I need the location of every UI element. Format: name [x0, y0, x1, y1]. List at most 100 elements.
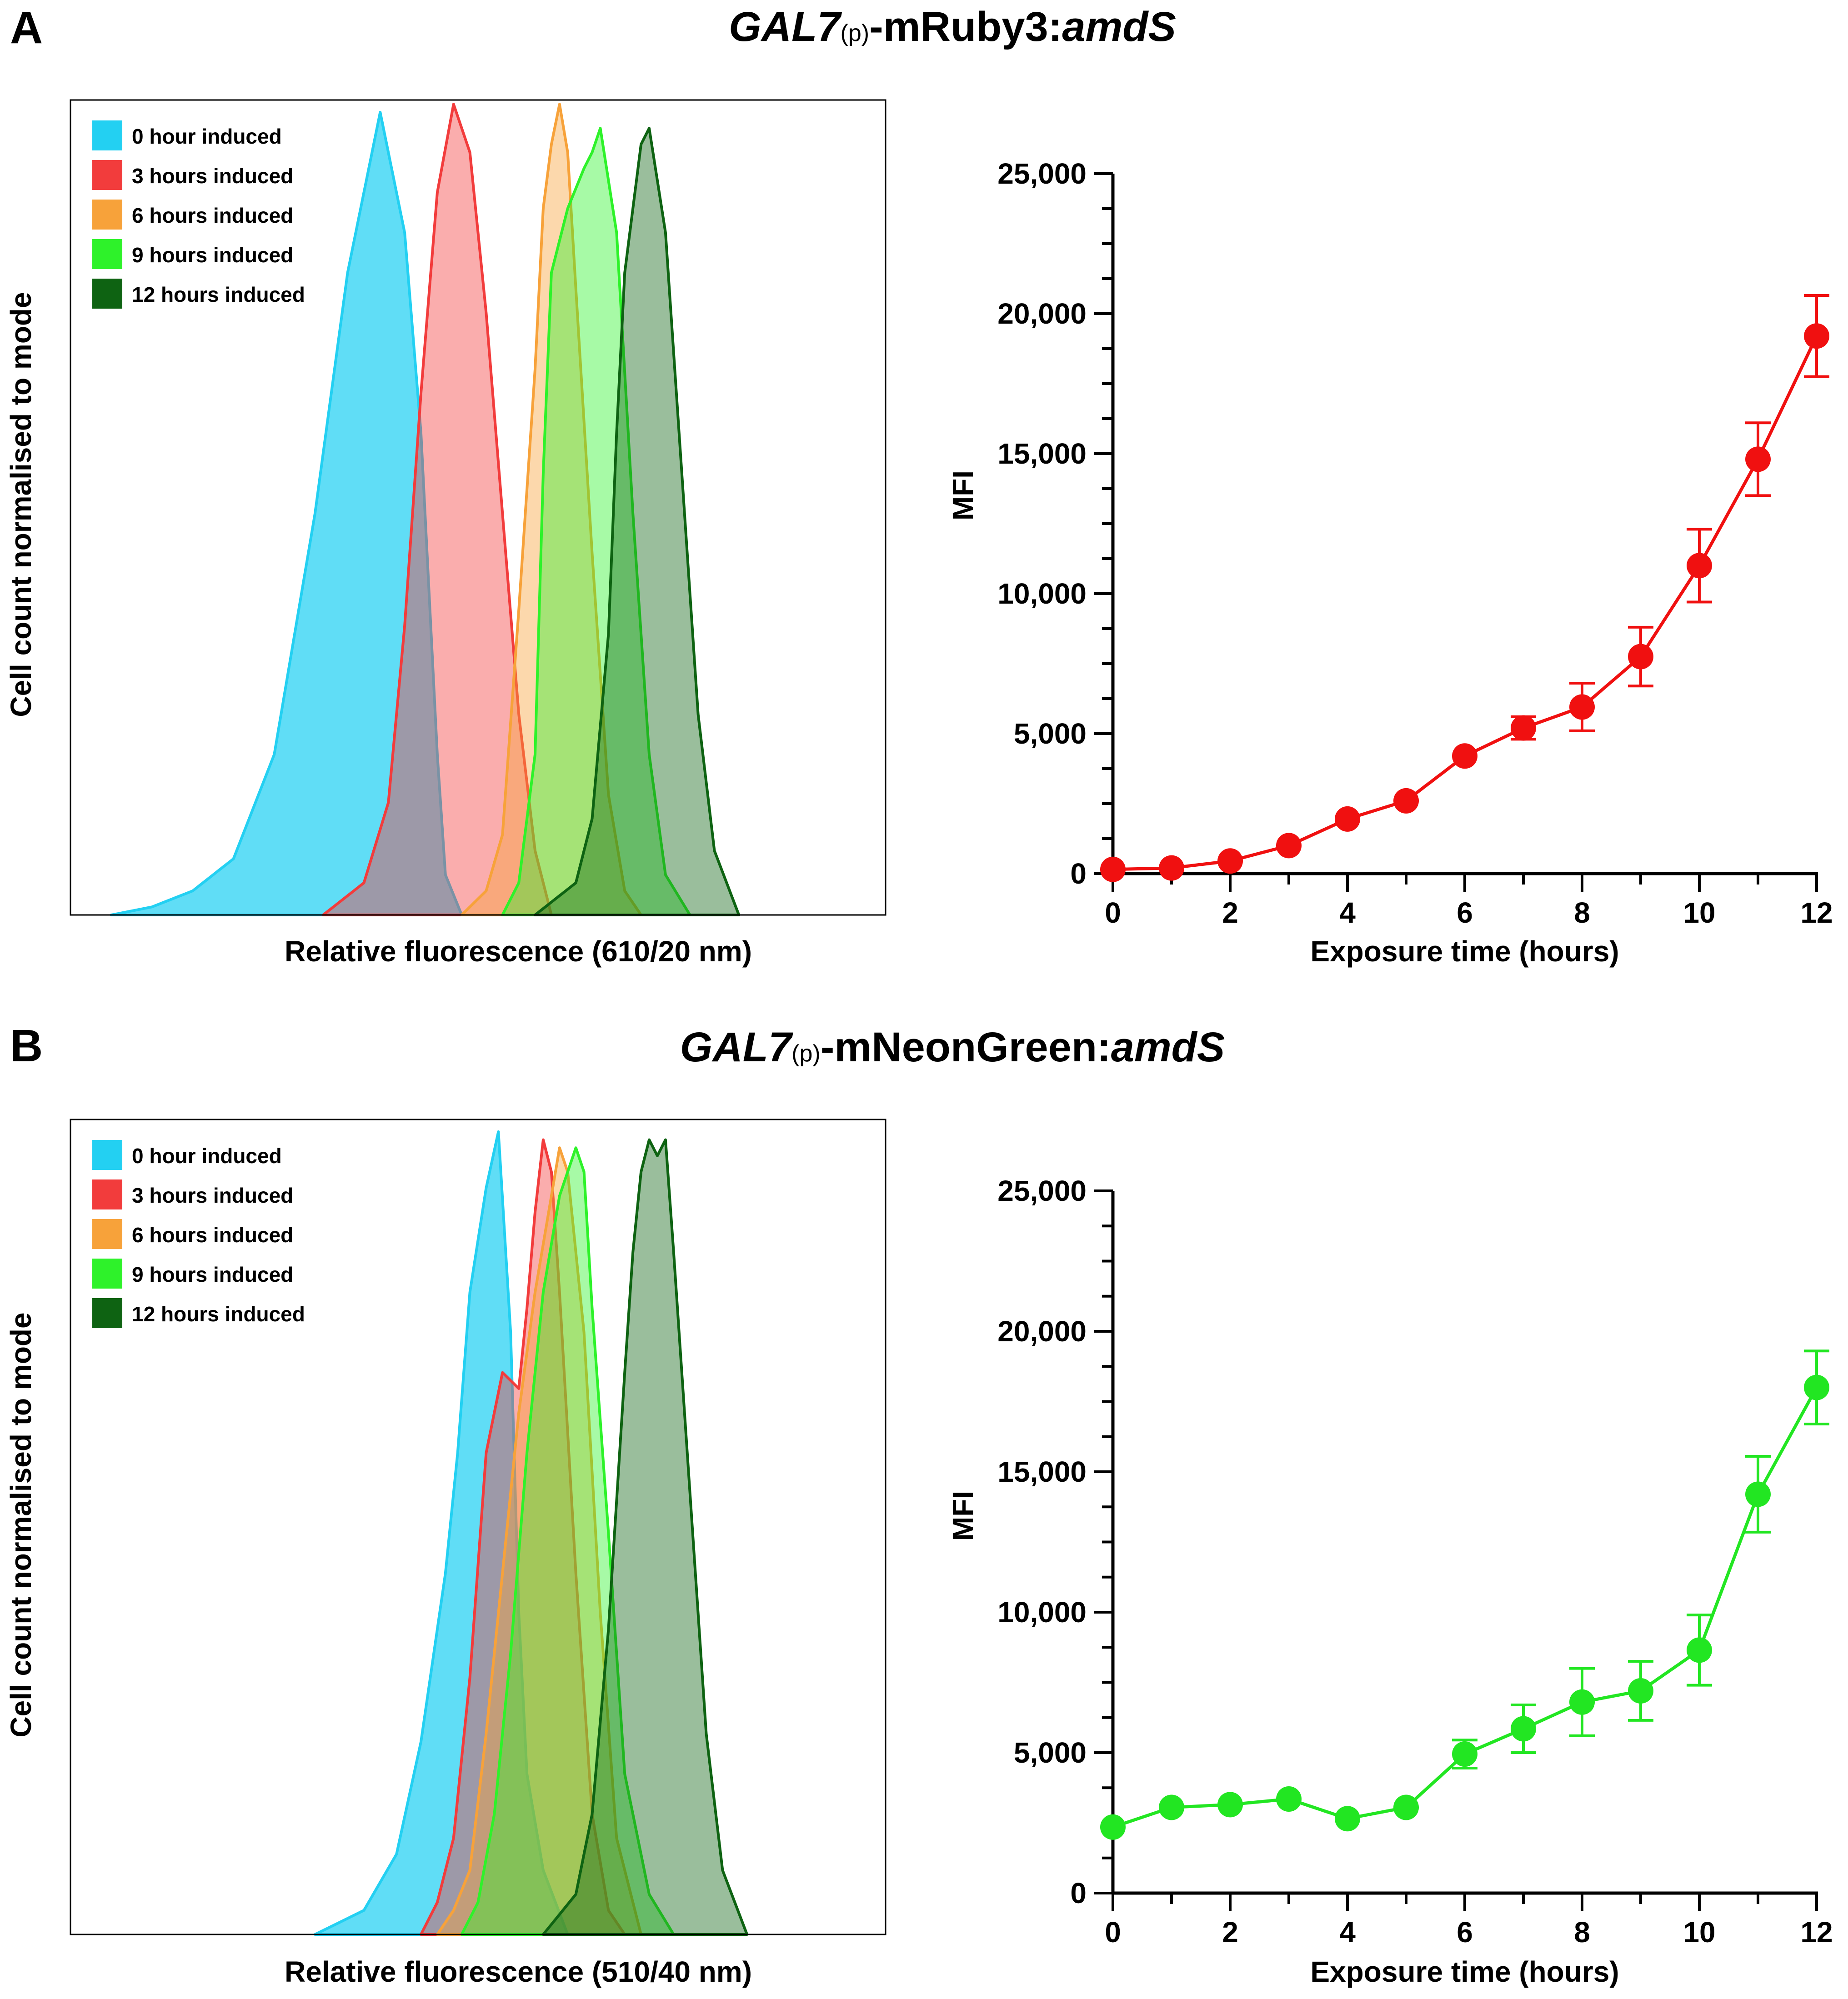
- legend-label-6-hours: 6 hours induced: [132, 1223, 293, 1247]
- y-tick-label: 25,000: [997, 157, 1087, 190]
- legend-swatch-0-hour: [92, 1140, 122, 1170]
- y-tick-label: 0: [1070, 857, 1087, 890]
- x-tick-label: 0: [1105, 1916, 1121, 1949]
- y-tick-label: 0: [1070, 1877, 1087, 1909]
- data-point: [1100, 1814, 1126, 1840]
- y-tick-label: 10,000: [997, 577, 1087, 610]
- data-point: [1745, 1481, 1771, 1507]
- histogram-a-frame: [70, 99, 886, 916]
- data-point: [1511, 715, 1536, 741]
- data-point: [1335, 1806, 1360, 1832]
- title-middle-b: -mNeonGreen:: [821, 1024, 1111, 1070]
- title-sub-a: (p): [841, 20, 870, 46]
- data-point: [1569, 1689, 1595, 1715]
- data-point: [1393, 788, 1419, 814]
- data-point: [1452, 1741, 1477, 1767]
- data-point: [1687, 1637, 1712, 1663]
- x-tick-label: 0: [1105, 896, 1121, 929]
- data-point: [1745, 446, 1771, 472]
- y-tick-label: 10,000: [997, 1596, 1087, 1629]
- y-tick-label: 5,000: [1014, 717, 1087, 750]
- line-chart-b: 0 5,000 10,000 15,000 20,000 25,000 0 2 4 6 8 10 12: [997, 1174, 1833, 1949]
- histogram-b: [70, 1130, 886, 1936]
- histogram-b-xlabel: Relative fluorescence (510/40 nm): [285, 1955, 752, 1988]
- data-point: [1628, 644, 1653, 670]
- x-tick-label: 12: [1800, 1916, 1833, 1949]
- histogram-series-6-hours-induced: [436, 1146, 643, 1936]
- title-gene-a: GAL7: [729, 4, 842, 50]
- histogram-series-0-hour-induced: [313, 1130, 569, 1936]
- y-tick-label: 15,000: [997, 437, 1087, 470]
- title-sub-b: (p): [791, 1040, 821, 1067]
- panel-title-b: GAL7(p)-mNeonGreen:amdS: [680, 1024, 1225, 1070]
- panel-letter-a: A: [10, 2, 43, 53]
- legend-swatch-3-hours: [92, 160, 122, 190]
- data-point: [1217, 1792, 1243, 1818]
- y-tick-label: 15,000: [997, 1455, 1087, 1488]
- data-point: [1804, 323, 1829, 349]
- histogram-series-0-hour-induced: [110, 110, 463, 916]
- legend-swatch-12-hours: [92, 279, 122, 309]
- legend-label-12-hours: 12 hours induced: [132, 1302, 305, 1326]
- legend-swatch-6-hours: [92, 200, 122, 230]
- data-point: [1628, 1678, 1653, 1704]
- histogram-b-ylabel: Cell count normalised to mode: [5, 1312, 37, 1737]
- x-tick-label: 4: [1339, 1916, 1356, 1949]
- data-point: [1100, 856, 1126, 882]
- panel-letter-b: B: [10, 1020, 43, 1071]
- line-b-xlabel: Exposure time (hours): [1310, 1955, 1619, 1988]
- line-b-ylabel: MFI: [947, 1491, 979, 1541]
- panel-title-a: GAL7(p)-mRuby3:amdS: [729, 4, 1176, 50]
- x-tick-label: 10: [1683, 896, 1715, 929]
- x-tick-label: 6: [1457, 896, 1473, 929]
- y-tick-label: 20,000: [997, 297, 1087, 330]
- title-gene-b: GAL7: [680, 1024, 793, 1070]
- histogram-b-frame: [70, 1119, 886, 1935]
- data-point: [1452, 743, 1477, 769]
- data-point: [1335, 806, 1360, 832]
- x-tick-label: 2: [1222, 1916, 1238, 1949]
- y-tick-label: 25,000: [997, 1174, 1087, 1207]
- histogram-series-9-hours-induced: [460, 1146, 675, 1936]
- line-chart-a: 0 5,000 10,000 15,000 20,000 25,000 0 2 4 6 8 10 12: [997, 157, 1833, 929]
- histogram-series-12-hours-induced: [534, 127, 741, 916]
- histogram-a-xlabel: Relative fluorescence (610/20 nm): [285, 935, 752, 968]
- x-tick-label: 12: [1800, 896, 1833, 929]
- y-tick-label: 20,000: [997, 1315, 1087, 1348]
- legend-swatch-9-hours: [92, 239, 122, 269]
- legend-swatch-0-hour: [92, 120, 122, 150]
- x-tick-label: 2: [1222, 896, 1238, 929]
- histogram-a: [70, 103, 886, 916]
- data-point: [1511, 1716, 1536, 1742]
- x-tick-label: 4: [1339, 896, 1356, 929]
- histogram-series-12-hours-induced: [541, 1138, 749, 1936]
- data-point: [1159, 855, 1184, 881]
- title-middle-a: -mRuby3:: [869, 4, 1062, 50]
- x-tick-label: 8: [1574, 896, 1590, 929]
- legend-label-9-hours: 9 hours induced: [132, 243, 293, 267]
- line-a-ylabel: MFI: [947, 470, 979, 520]
- legend-label-0-hour: 0 hour induced: [132, 1144, 282, 1168]
- legend-swatch-6-hours: [92, 1219, 122, 1249]
- data-point: [1804, 1374, 1829, 1400]
- histogram-a-ylabel: Cell count normalised to mode: [5, 292, 37, 717]
- legend-label-0-hour: 0 hour induced: [132, 125, 282, 148]
- y-tick-label: 5,000: [1014, 1736, 1087, 1769]
- legend-swatch-12-hours: [92, 1298, 122, 1328]
- legend-label-3-hours: 3 hours induced: [132, 164, 293, 188]
- data-point: [1217, 848, 1243, 874]
- line-a-xlabel: Exposure time (hours): [1310, 935, 1619, 968]
- histogram-series-3-hours-induced: [420, 1138, 626, 1936]
- data-point: [1569, 694, 1595, 720]
- legend-label-12-hours: 12 hours induced: [132, 283, 305, 306]
- legend-label-9-hours: 9 hours induced: [132, 1263, 293, 1286]
- x-tick-label: 8: [1574, 1916, 1590, 1949]
- histogram-a-legend: 0 hour induced 3 hours induced 6 hours i…: [92, 120, 305, 309]
- data-point: [1687, 553, 1712, 579]
- title-tail-b: amdS: [1111, 1024, 1225, 1070]
- histogram-series-6-hours-induced: [460, 103, 643, 916]
- histogram-series-9-hours-induced: [501, 127, 691, 916]
- legend-swatch-9-hours: [92, 1259, 122, 1289]
